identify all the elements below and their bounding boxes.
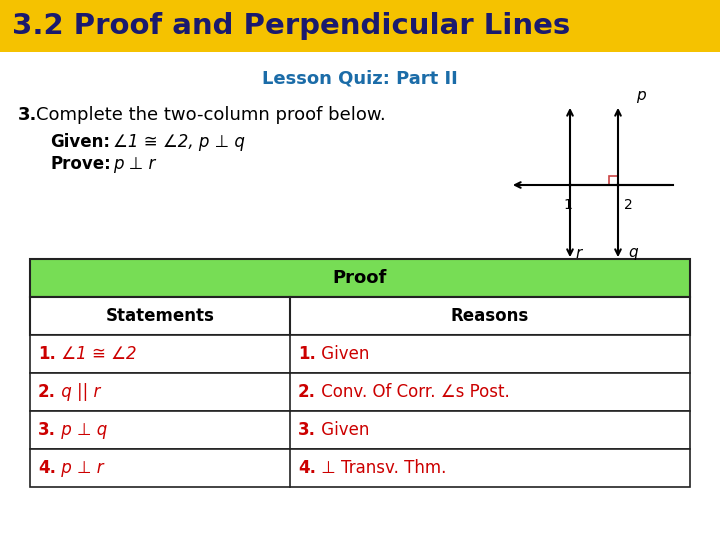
Bar xyxy=(30,411,690,449)
Text: Conv. Of Corr. ∠s Post.: Conv. Of Corr. ∠s Post. xyxy=(316,383,510,401)
Bar xyxy=(30,335,690,373)
Text: q: q xyxy=(628,246,638,260)
Text: 3.2 Proof and Perpendicular Lines: 3.2 Proof and Perpendicular Lines xyxy=(12,12,570,40)
Text: Complete the two-column proof below.: Complete the two-column proof below. xyxy=(36,106,386,124)
Text: 2.: 2. xyxy=(298,383,316,401)
Text: 2.: 2. xyxy=(38,383,56,401)
Text: 3.: 3. xyxy=(298,421,316,439)
Text: Given: Given xyxy=(316,421,369,439)
Text: 1.: 1. xyxy=(298,345,316,363)
Text: Given:: Given: xyxy=(50,133,110,151)
Text: 4.: 4. xyxy=(298,459,316,477)
Text: ∠1 ≅ ∠2, p ⊥ q: ∠1 ≅ ∠2, p ⊥ q xyxy=(113,133,245,151)
Text: 4.: 4. xyxy=(38,459,56,477)
Text: Lesson Quiz: Part II: Lesson Quiz: Part II xyxy=(262,69,458,87)
Text: Reasons: Reasons xyxy=(451,307,529,325)
Text: 3.: 3. xyxy=(18,106,37,124)
Bar xyxy=(30,373,690,411)
Text: r: r xyxy=(575,246,581,260)
Text: p ⊥ r: p ⊥ r xyxy=(56,459,104,477)
Text: p: p xyxy=(636,88,646,103)
Bar xyxy=(30,449,690,487)
Text: Statements: Statements xyxy=(106,307,215,325)
Text: p ⊥ q: p ⊥ q xyxy=(56,421,107,439)
Text: Given: Given xyxy=(316,345,369,363)
Bar xyxy=(30,297,690,335)
Text: ∠1 ≅ ∠2: ∠1 ≅ ∠2 xyxy=(56,345,137,363)
Bar xyxy=(0,0,720,52)
Text: 2: 2 xyxy=(624,198,632,212)
Text: Prove:: Prove: xyxy=(50,155,111,173)
Text: Proof: Proof xyxy=(333,269,387,287)
Text: 3.: 3. xyxy=(38,421,56,439)
Text: 1: 1 xyxy=(564,198,572,212)
Text: ⊥ Transv. Thm.: ⊥ Transv. Thm. xyxy=(316,459,446,477)
Text: p ⊥ r: p ⊥ r xyxy=(113,155,156,173)
Text: 1.: 1. xyxy=(38,345,56,363)
Bar xyxy=(30,259,690,297)
Text: q || r: q || r xyxy=(56,383,100,401)
Bar xyxy=(609,176,618,185)
